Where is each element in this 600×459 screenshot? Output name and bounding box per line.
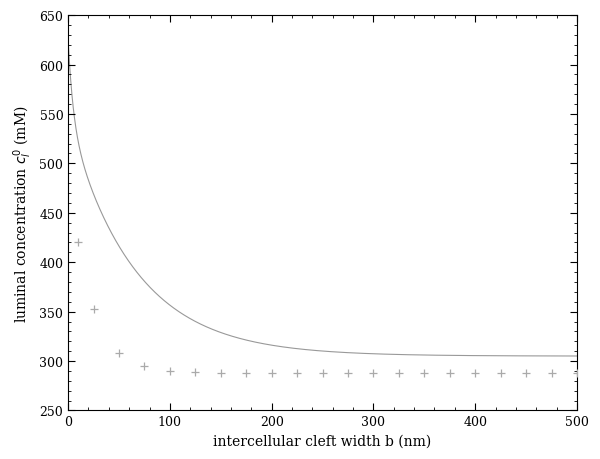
X-axis label: intercellular cleft width b (nm): intercellular cleft width b (nm) [214,434,431,448]
Y-axis label: luminal concentration $c_l^0$ (mM): luminal concentration $c_l^0$ (mM) [11,105,34,322]
